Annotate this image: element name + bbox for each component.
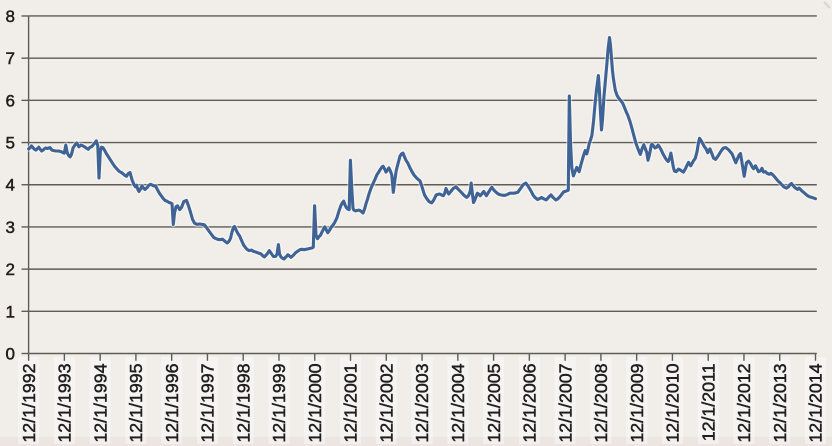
svg-text:12/1/2009: 12/1/2009 [627, 363, 647, 442]
svg-text:3: 3 [6, 218, 15, 237]
svg-text:12/1/2013: 12/1/2013 [770, 363, 790, 442]
svg-text:12/1/2000: 12/1/2000 [305, 363, 325, 442]
svg-text:12/1/1992: 12/1/1992 [19, 364, 39, 443]
svg-text:12/1/2006: 12/1/2006 [520, 363, 540, 442]
svg-text:12/1/1998: 12/1/1998 [233, 363, 253, 442]
svg-text:12/1/2008: 12/1/2008 [591, 363, 611, 442]
svg-text:12/1/1993: 12/1/1993 [55, 363, 75, 442]
svg-text:6: 6 [6, 91, 15, 110]
svg-text:7: 7 [6, 49, 15, 68]
svg-text:12/1/1996: 12/1/1996 [162, 363, 182, 442]
svg-text:12/1/2004: 12/1/2004 [448, 363, 468, 442]
svg-text:12/1/2001: 12/1/2001 [341, 363, 361, 442]
svg-text:1: 1 [6, 302, 15, 321]
svg-text:12/1/2003: 12/1/2003 [412, 363, 432, 442]
svg-text:12/1/2005: 12/1/2005 [484, 363, 504, 442]
svg-text:12/1/2002: 12/1/2002 [377, 364, 397, 443]
svg-text:2: 2 [6, 260, 15, 279]
svg-text:12/1/2007: 12/1/2007 [555, 364, 575, 443]
svg-text:12/1/2012: 12/1/2012 [734, 364, 754, 443]
svg-text:12/1/1994: 12/1/1994 [90, 363, 110, 442]
svg-text:12/1/1999: 12/1/1999 [269, 363, 289, 442]
svg-text:8: 8 [6, 7, 15, 26]
svg-text:5: 5 [6, 134, 15, 153]
svg-text:12/1/2014: 12/1/2014 [806, 363, 826, 442]
svg-text:4: 4 [6, 176, 15, 195]
svg-text:0: 0 [6, 345, 15, 364]
svg-text:12/1/2010: 12/1/2010 [663, 363, 683, 442]
svg-text:12/1/2011: 12/1/2011 [698, 363, 718, 441]
svg-text:12/1/1997: 12/1/1997 [198, 364, 218, 443]
svg-text:12/1/1995: 12/1/1995 [126, 363, 146, 442]
